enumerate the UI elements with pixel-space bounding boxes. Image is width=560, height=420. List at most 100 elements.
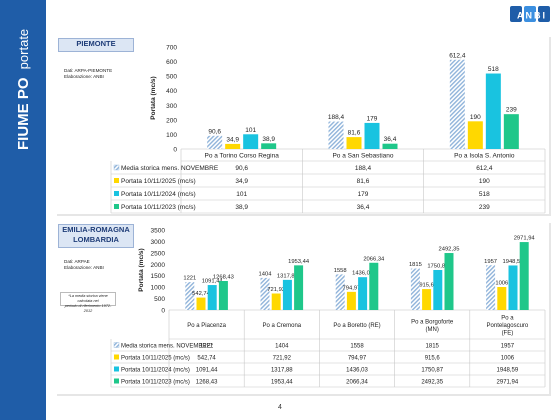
bar-portata [422,289,432,310]
legend-series-name: Portata 10/11/2024 (mc/s) [121,191,196,198]
y-tick-label: 200 [166,117,177,124]
emilia-chart: 0 500 1000 1500 2000 2500 3000 3500 Portata (mc/… [110,228,546,388]
y-tick-label: 1000 [151,285,166,292]
emilia-region-line1: EMILIA-ROMAGNA [62,225,130,234]
note-line1: *La media storica viene calcolata nel [68,294,108,303]
table-cell-value: 542,74 [197,355,216,361]
table-cell-value: 1268,43 [196,379,218,385]
legend-key-portata [114,354,119,360]
legend-series-name: Portata 10/11/2024 (mc/s) [121,367,190,373]
data-label: 38,9 [262,136,275,143]
table-cell-value: 1953,44 [271,379,293,385]
table-cell-value: 2066,34 [346,379,368,385]
data-label: 1221 [183,276,196,282]
emilia-region-badge: EMILIA-ROMAGNA LOMBARDIA [58,224,134,248]
data-label: 2971,94 [514,236,536,242]
y-tick-label: 300 [166,103,177,110]
bar-portata [358,277,368,310]
table-cell-value: 179 [358,191,369,198]
data-label: 2492,35 [439,247,460,253]
data-label: 90,6 [208,128,221,135]
table-cell-value: 721,92 [273,355,292,361]
bar-portata [196,297,206,310]
data-label: 794,97 [343,285,361,291]
note-line2: periodo di riferimento 1972-2012 [64,304,112,313]
bar-portata [282,279,292,310]
data-label: 1404 [259,271,273,277]
svg-text:FIUME PO portate: FIUME PO portate [15,29,32,150]
x-category-label-line: Po a [501,316,514,322]
y-tick-label: 500 [166,74,177,81]
bar-portata [218,281,228,310]
table-cell-value: 239 [479,204,490,211]
table-cell-value: 1957 [501,343,515,349]
bar-portata [369,262,379,310]
bar-portata [243,134,259,149]
table-cell-value: 2492,35 [421,379,443,385]
table-cell-value: 38,9 [235,204,248,211]
data-label: 239 [506,107,517,114]
y-tick-label: 100 [166,132,177,139]
table-cell-value: 518 [479,191,490,198]
legend-series-name: Portata 10/11/2023 (mc/s) [121,204,196,211]
y-axis-title: Portata (mc/s) [150,76,157,119]
bar-portata [433,269,443,310]
y-tick-label: 700 [166,45,177,52]
bar-historical-mean [185,282,195,310]
table-cell-value: 1006 [501,355,515,361]
bar-portata [346,291,356,310]
data-label: 1957 [484,259,497,265]
x-category-label: Po a Cremona [262,323,301,329]
piemonte-region-badge: PIEMONTE [58,38,134,52]
data-label: 1948,59 [503,259,524,265]
data-label: 34,9 [226,136,239,143]
table-cell-value: 1317,88 [271,367,293,373]
legend-series-name: Portata 10/11/2025 (mc/s) [121,355,190,361]
data-label: 1436,03 [352,271,373,277]
y-tick-label: 1500 [151,273,166,280]
bar-portata [467,121,483,149]
data-label: 1268,43 [213,275,234,281]
legend-series-name: Media storica mens. NOVEMBRE* [121,343,214,349]
bar-portata [346,137,362,149]
table-cell-value: 1948,59 [497,367,519,373]
x-category-label: Po a San Sebastiano [332,153,393,160]
x-category-label-line: Po a Borgoforte [411,319,454,325]
table-cell-value: 2971,94 [497,379,519,385]
bar-historical-mean [207,135,223,149]
data-label: 1750,87 [427,263,448,269]
table-cell-value: 794,97 [348,355,367,361]
table-cell-value: 81,6 [357,178,370,185]
data-label: 1953,44 [288,259,310,265]
legend-key-portata [114,366,119,372]
emilia-source-elab: Elaborazione: ANBI [64,265,104,270]
table-cell-value: 1221 [200,343,214,349]
data-label: 612,4 [449,52,466,59]
bar-historical-mean [335,274,345,310]
emilia-region-line2: LOMBARDIA [73,235,119,244]
bar-historical-mean [260,277,270,310]
bar-historical-mean [449,59,465,149]
legend-series-name: Portata 10/11/2025 (mc/s) [121,178,196,185]
sidebar-title: FIUME PO portate [15,29,32,150]
bar-portata [207,285,217,310]
table-cell-value: 34,9 [235,178,248,185]
y-tick-label: 0 [161,308,165,315]
emilia-source: Dati: ARPAE Elaborazione: ANBI [64,259,144,271]
data-label: 1317,88 [277,273,298,279]
y-tick-label: 400 [166,88,177,95]
table-cell-value: 915,6 [425,355,441,361]
table-cell-value: 101 [236,191,247,198]
logo-text: ANBI [517,11,547,21]
data-label: 721,92 [267,287,285,293]
x-category-label: Po a Piacenza [187,323,226,329]
bar-portata [508,265,518,310]
legend-key-historical-mean [113,342,120,348]
piemonte-source-data: Dati: ARPA-PIEMONTE [64,68,113,73]
x-category-label-line: Pontelagoscuro [487,323,529,329]
y-tick-label: 500 [154,296,165,303]
bar-portata [225,143,241,149]
bar-portata [444,253,454,310]
bar-historical-mean [328,121,344,149]
bar-portata [503,114,519,149]
